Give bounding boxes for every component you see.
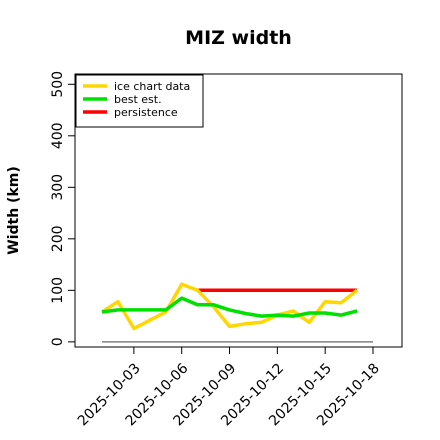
legend-label-persistence: persistence	[114, 106, 178, 119]
y-tick-label: 100	[50, 277, 66, 304]
series-best-est	[101, 296, 358, 318]
chart-title: MIZ width	[185, 27, 292, 49]
ice-chart-data-line	[101, 282, 359, 331]
y-tick-label: 500	[50, 71, 66, 98]
series-ice-chart-data	[101, 282, 359, 331]
series-lines	[101, 282, 359, 331]
x-axis: 2025-10-032025-10-062025-10-092025-10-12…	[75, 346, 383, 429]
legend-label-ice-chart-data: ice chart data	[114, 80, 190, 93]
y-tick-label: 300	[50, 174, 66, 201]
y-tick-label: 0	[50, 337, 66, 346]
y-tick-label: 200	[50, 225, 66, 252]
best-est-line	[101, 296, 358, 318]
legend-box	[75, 74, 204, 128]
y-tick-label: 400	[50, 122, 66, 149]
y-axis-label: Width (km)	[6, 166, 22, 255]
legend-label-best-est: best est.	[114, 93, 162, 106]
y-axis: 0 100 200 300 400 500	[50, 71, 76, 346]
